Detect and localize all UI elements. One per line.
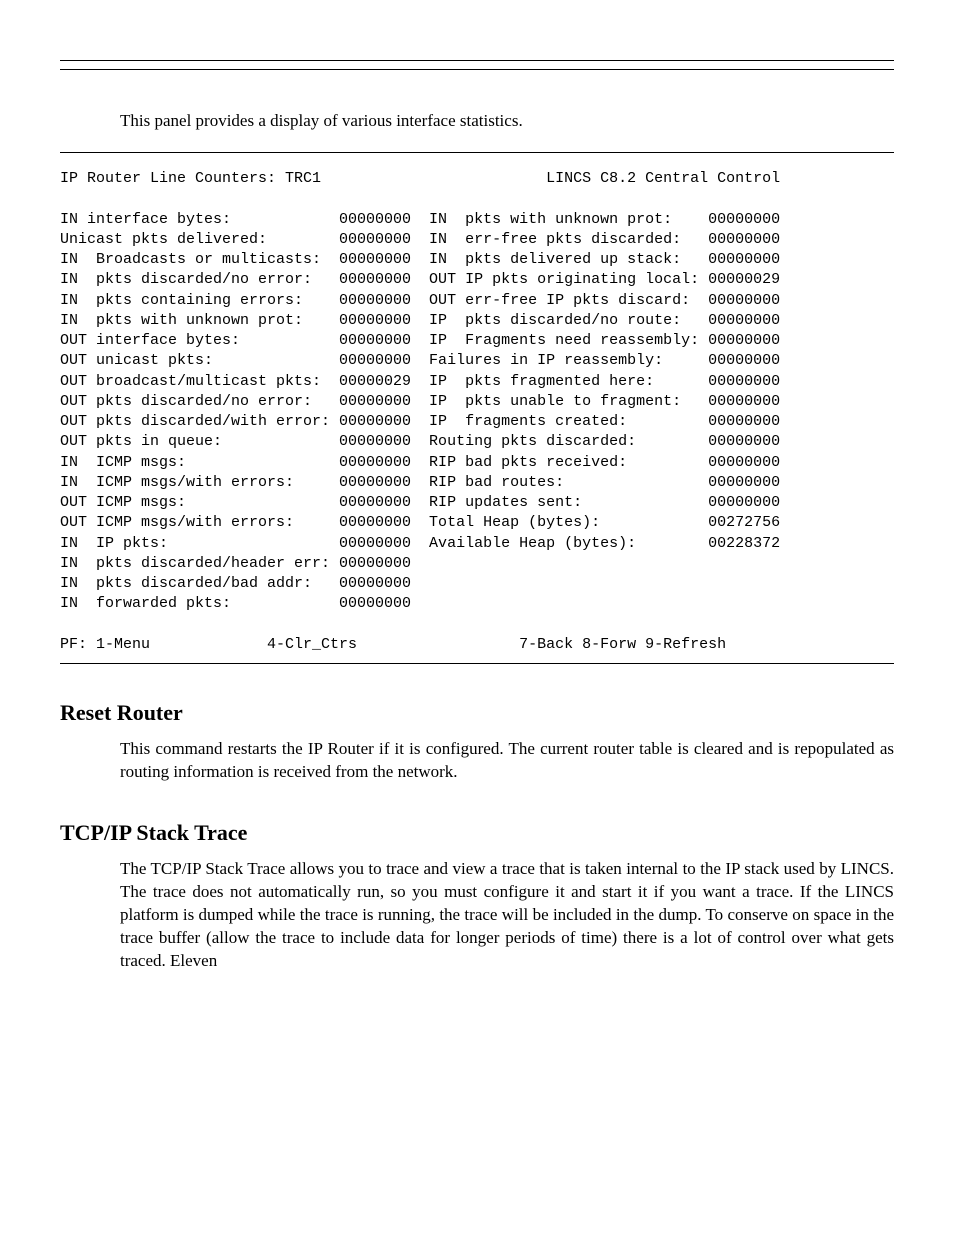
terminal-panel: IP Router Line Counters: TRC1 LINCS C8.2…	[60, 169, 894, 655]
intro-paragraph: This panel provides a display of various…	[120, 110, 894, 132]
stack-trace-heading: TCP/IP Stack Trace	[60, 820, 894, 846]
header-rule-1	[60, 60, 894, 61]
terminal-bottom-rule	[60, 663, 894, 664]
reset-router-body: This command restarts the IP Router if i…	[120, 738, 894, 784]
stack-trace-body: The TCP/IP Stack Trace allows you to tra…	[120, 858, 894, 973]
header-rule-2	[60, 69, 894, 70]
terminal-top-rule	[60, 152, 894, 153]
reset-router-heading: Reset Router	[60, 700, 894, 726]
